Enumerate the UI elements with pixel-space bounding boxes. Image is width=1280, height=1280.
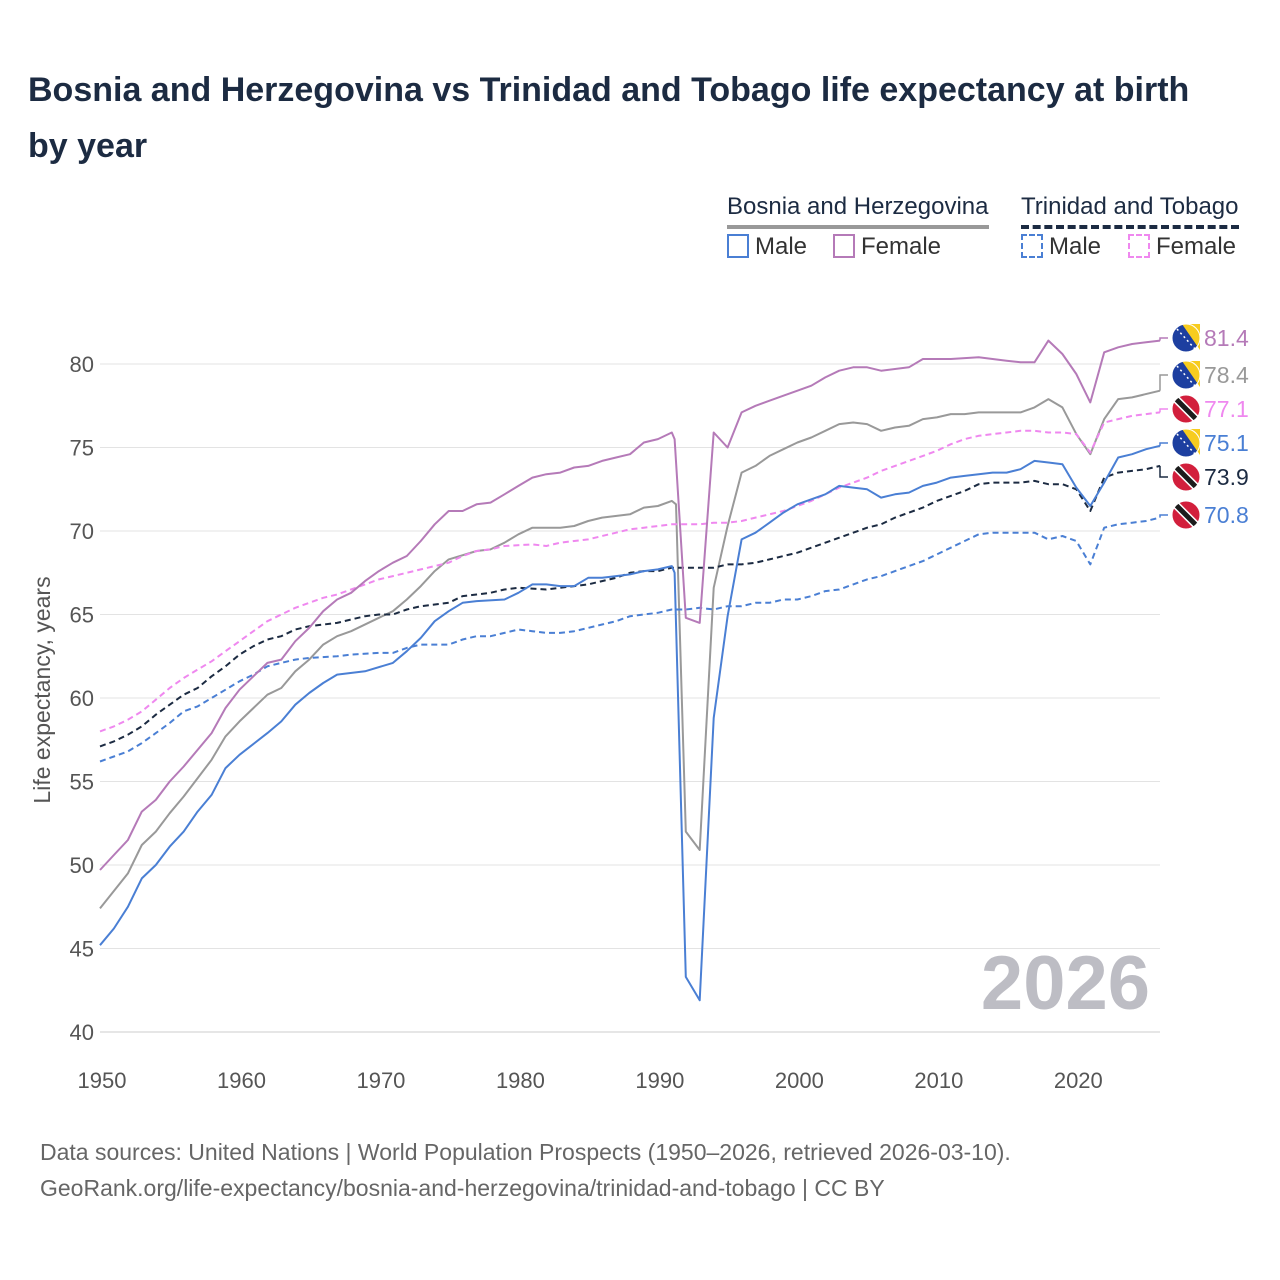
x-tick-labels: 1950 1960 1970 1980 1990 2000 2010 2020 xyxy=(78,1068,1103,1093)
legend-bih-header[interactable]: Bosnia and Herzegovina xyxy=(727,193,989,229)
x-tick-2010: 2010 xyxy=(914,1068,963,1093)
end-label-bih-male: 75.1 xyxy=(1204,430,1249,456)
x-tick-1980: 1980 xyxy=(496,1068,545,1093)
tt-flag-icon xyxy=(1171,394,1201,424)
tt-flag-black-band xyxy=(1174,503,1198,527)
source-note: Data sources: United Nations | World Pop… xyxy=(40,1134,1011,1206)
flag-rim xyxy=(1171,462,1201,492)
legend-bih-male-label: Male xyxy=(755,233,808,260)
x-tick-1990: 1990 xyxy=(635,1068,684,1093)
leader-bih-male xyxy=(1159,442,1168,446)
bih-flag-icon xyxy=(1171,428,1201,458)
y-tick-70: 70 xyxy=(70,519,94,544)
grid-lines xyxy=(100,363,1160,1033)
end-labels: 81.4 78.4 77.1 75.1 73.9 70.8 xyxy=(1159,323,1249,530)
series-line-tt-total xyxy=(99,464,1161,748)
y-tick-75: 75 xyxy=(70,436,94,461)
flag-rim xyxy=(1171,394,1201,424)
legend-swatch-dashed-pink xyxy=(1128,234,1150,258)
legend-swatch-solid-blue xyxy=(727,234,749,258)
y-axis-label: Life expectancy, years xyxy=(29,576,55,803)
bih-flag-triangle xyxy=(1182,429,1200,455)
y-tick-60: 60 xyxy=(70,686,94,711)
series-line-bih-male xyxy=(99,444,1161,1002)
leader-bih-total xyxy=(1159,374,1168,391)
flag-rim xyxy=(1171,323,1201,353)
end-label-tt-total: 73.9 xyxy=(1204,464,1249,490)
y-tick-65: 65 xyxy=(70,603,94,628)
legend-bih-female-label: Female xyxy=(861,233,942,260)
leader-tt-male xyxy=(1159,514,1168,518)
y-tick-80: 80 xyxy=(70,352,94,377)
series-line-bih-female xyxy=(99,339,1161,871)
series-line-bih-total xyxy=(99,389,1161,910)
legend-bih-female[interactable]: Female xyxy=(833,233,941,263)
legend-bih-male[interactable]: Male xyxy=(727,233,807,263)
y-tick-55: 55 xyxy=(70,770,94,795)
legend-tt-male-label: Male xyxy=(1049,233,1102,260)
bih-flag-triangle xyxy=(1182,324,1200,350)
year-watermark: 2026 xyxy=(980,941,1150,1026)
leader-bih-female xyxy=(1159,337,1168,341)
y-tick-40: 40 xyxy=(70,1020,94,1045)
x-tick-1950: 1950 xyxy=(78,1068,127,1093)
chart-title: Bosnia and Herzegovina vs Trinidad and T… xyxy=(28,71,1190,165)
x-tick-2020: 2020 xyxy=(1054,1068,1103,1093)
legend-tt-female-label: Female xyxy=(1156,233,1237,260)
x-tick-1970: 1970 xyxy=(356,1068,405,1093)
bih-flag-icon xyxy=(1171,360,1201,390)
series-line-tt-male xyxy=(99,516,1161,763)
tt-flag-black-band xyxy=(1174,397,1198,421)
y-tick-50: 50 xyxy=(70,853,94,878)
x-tick-2000: 2000 xyxy=(775,1068,824,1093)
flag-rim xyxy=(1171,428,1201,458)
source-line-2[interactable]: GeoRank.org/life-expectancy/bosnia-and-h… xyxy=(40,1175,885,1201)
end-label-bih-total: 78.4 xyxy=(1204,362,1249,388)
source-line-1: Data sources: United Nations | World Pop… xyxy=(40,1139,1011,1165)
x-tick-1960: 1960 xyxy=(217,1068,266,1093)
leader-tt-total xyxy=(1159,465,1168,478)
leader-tt-female xyxy=(1159,408,1168,413)
legend-swatch-dashed-blue xyxy=(1021,234,1043,258)
tt-flag-icon xyxy=(1171,500,1201,530)
legend-tt-male[interactable]: Male xyxy=(1021,233,1101,263)
end-label-tt-male: 70.8 xyxy=(1204,502,1249,528)
bih-flag-triangle xyxy=(1182,361,1200,387)
tt-flag-black-band xyxy=(1174,465,1198,489)
end-label-bih-female: 81.4 xyxy=(1204,325,1249,351)
y-tick-45: 45 xyxy=(70,937,94,962)
tt-flag-icon xyxy=(1171,462,1201,492)
legend-swatch-solid-purple xyxy=(833,234,855,258)
flag-rim xyxy=(1171,500,1201,530)
series-lines xyxy=(99,339,1161,1002)
y-tick-labels: 40 45 50 55 60 65 70 75 80 xyxy=(70,352,94,1045)
series-line-tt-female xyxy=(99,411,1161,733)
legend-tt-female[interactable]: Female xyxy=(1128,233,1236,263)
flag-rim xyxy=(1171,360,1201,390)
bih-flag-icon xyxy=(1171,323,1201,353)
end-label-tt-female: 77.1 xyxy=(1204,396,1249,422)
legend-tt-header[interactable]: Trinidad and Tobago xyxy=(1021,193,1239,229)
